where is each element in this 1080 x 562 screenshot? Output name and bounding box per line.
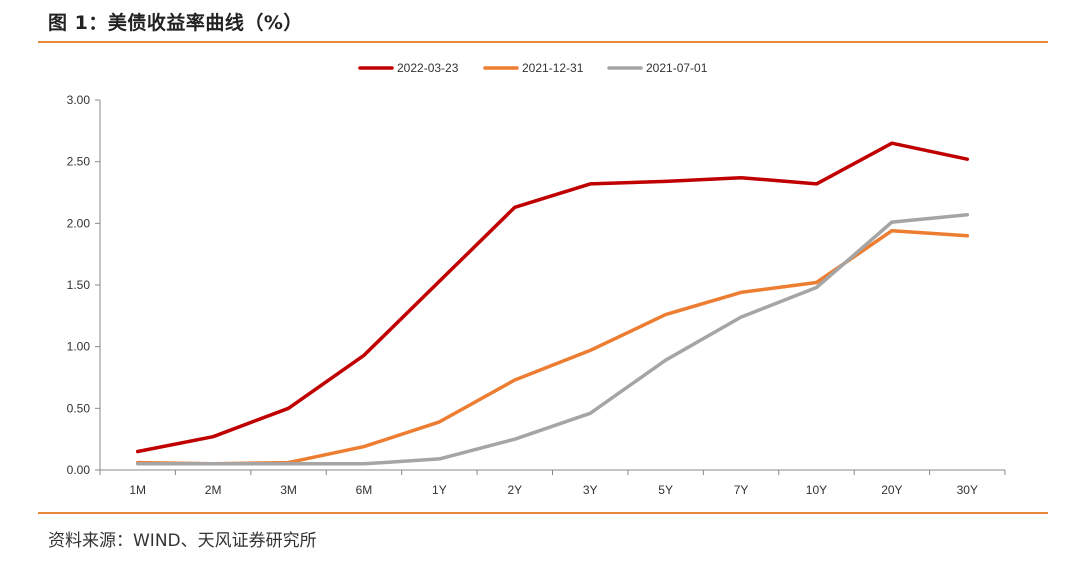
series-line-2022-03-23 <box>135 141 970 454</box>
chart-legend: 2022-03-23 2021-12-31 2021-07-01 <box>358 61 708 75</box>
x-tick-label: 3M <box>280 483 297 497</box>
yield-curve-chart: 2022-03-23 2021-12-31 2021-07-01 0.00 0.50 1… <box>67 61 1006 497</box>
header-divider <box>38 41 1048 43</box>
series-lines <box>135 141 970 466</box>
x-tick-label: 30Y <box>957 483 978 497</box>
x-tick-label: 3Y <box>583 483 598 497</box>
x-tick-label: 20Y <box>881 483 902 497</box>
x-tick-label: 5Y <box>658 483 673 497</box>
x-axis: 1M 2M 3M 6M 1Y 2Y 3Y 5Y 7Y 10Y 20Y 30Y <box>99 469 1006 497</box>
x-tick-label: 2M <box>205 483 222 497</box>
legend-label: 2022-03-23 <box>397 61 459 75</box>
legend-label: 2021-07-01 <box>646 61 708 75</box>
y-tick-label: 1.50 <box>67 278 91 292</box>
y-tick-label: 3.00 <box>67 93 91 107</box>
x-tick-label: 10Y <box>806 483 827 497</box>
legend-label: 2021-12-31 <box>522 61 584 75</box>
x-tick-label: 6M <box>356 483 373 497</box>
x-tick-label: 1M <box>129 483 146 497</box>
y-tick-label: 2.00 <box>67 216 91 230</box>
page-title: 图 1：美债收益率曲线（%） <box>48 12 303 34</box>
series-line-2021-07-01 <box>135 212 970 466</box>
y-tick-label: 0.50 <box>67 401 91 415</box>
y-tick-label: 2.50 <box>67 155 91 169</box>
y-tick-label: 0.00 <box>67 463 91 477</box>
x-tick-label: 1Y <box>432 483 447 497</box>
y-axis: 0.00 0.50 1.00 1.50 2.00 2.50 3.00 <box>67 93 101 477</box>
y-tick-label: 1.00 <box>67 340 91 354</box>
source-note: 资料来源：WIND、天风证券研究所 <box>48 531 317 551</box>
x-tick-label: 7Y <box>734 483 749 497</box>
x-tick-label: 2Y <box>507 483 522 497</box>
footer-divider <box>38 512 1048 514</box>
